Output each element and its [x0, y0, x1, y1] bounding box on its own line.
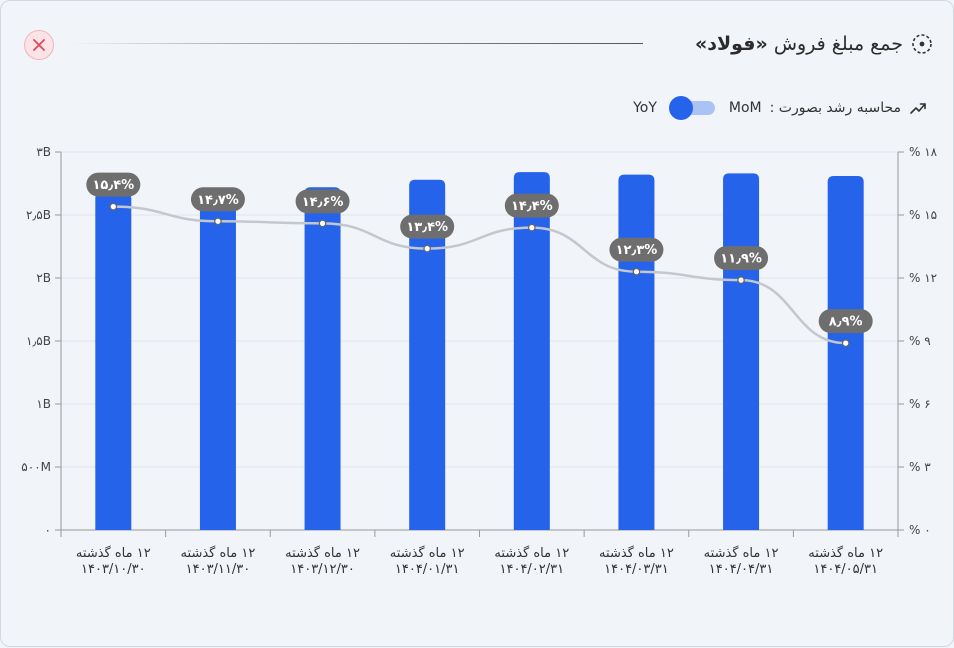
- x-axis-label-date: ۱۴۰۳/۱۲/۳۰: [290, 562, 355, 577]
- growth-mode-label: محاسبه رشد بصورت :: [769, 100, 901, 116]
- left-axis-tick-label: ۲B: [36, 271, 51, 285]
- bar: [199, 189, 236, 531]
- right-axis-tick-label: % ۱۲: [909, 271, 937, 285]
- growth-label: ۸٫۹%: [829, 315, 863, 330]
- trend-up-icon: [910, 103, 926, 114]
- growth-point: [214, 217, 222, 226]
- right-axis-tick-label: % ۹: [909, 334, 931, 348]
- bar: [304, 187, 341, 530]
- growth-label-bg: [818, 309, 873, 334]
- page-title: جمع مبلغ فروش «فولاد»: [695, 33, 903, 55]
- left-axis-tick-label: ۰: [45, 523, 51, 537]
- growth-label: ۱۴٫۶%: [302, 195, 344, 210]
- growth-label: ۱۲٫۳%: [616, 243, 658, 258]
- growth-label-bg: [400, 214, 455, 239]
- growth-label-bg: [609, 237, 664, 262]
- bar: [95, 192, 132, 530]
- x-axis-label-date: ۱۴۰۴/۰۵/۳۱: [813, 562, 878, 577]
- x-axis-label-date: ۱۴۰۴/۰۴/۳۱: [709, 562, 774, 577]
- x-axis-label-period: ۱۲ ماه گذشته: [390, 545, 465, 561]
- right-axis-tick-label: % ۱۵: [909, 208, 937, 222]
- close-icon: [33, 39, 45, 51]
- right-axis-tick-label: % ۶: [909, 397, 931, 411]
- growth-point: [632, 267, 641, 276]
- title-bold: «فولاد»: [694, 33, 768, 55]
- growth-point: [528, 223, 536, 232]
- growth-label: ۱۵٫۴%: [92, 178, 134, 193]
- x-axis-label-period: ۱۲ ماه گذشته: [181, 545, 256, 561]
- chart-target-icon: [912, 34, 932, 54]
- x-axis-label-period: ۱۲ ماه گذشته: [704, 545, 779, 561]
- growth-mode-toggle[interactable]: [668, 96, 715, 120]
- x-axis-label-date: ۱۴۰۴/۰۲/۳۱: [500, 562, 565, 577]
- close-button[interactable]: [24, 30, 54, 60]
- right-axis-tick-label: % ۳: [909, 460, 931, 474]
- x-axis-label-period: ۱۲ ماه گذشته: [285, 545, 360, 561]
- growth-label: ۱۱٫۹%: [720, 252, 762, 267]
- bar: [513, 172, 550, 530]
- growth-label: ۱۳٫۴%: [406, 220, 448, 235]
- title-prefix: جمع مبلغ فروش: [773, 33, 903, 55]
- x-axis-label-period: ۱۲ ماه گذشته: [808, 545, 883, 561]
- x-axis-label-date: ۱۴۰۴/۰۱/۳۱: [395, 562, 460, 577]
- left-axis-tick-label: ۵۰۰M: [21, 460, 51, 474]
- left-axis-tick-label: ۱٫۵B: [26, 334, 51, 348]
- title-divider: [69, 43, 643, 44]
- growth-label-bg: [714, 246, 769, 271]
- growth-label-bg: [190, 187, 245, 212]
- growth-label-bg: [86, 172, 141, 197]
- bar: [723, 173, 760, 531]
- left-axis-tick-label: ۱B: [36, 397, 51, 411]
- bar: [409, 179, 446, 530]
- growth-point: [109, 202, 118, 211]
- left-axis-tick-label: ۲٫۵B: [26, 208, 51, 222]
- growth-label: ۱۴٫۷%: [197, 193, 239, 208]
- growth-label-bg: [504, 193, 559, 218]
- x-axis-label-period: ۱۲ ماه گذشته: [494, 545, 569, 561]
- growth-mode-yoy[interactable]: YoY: [633, 100, 657, 116]
- x-axis-label-date: ۱۴۰۴/۰۳/۳۱: [604, 562, 669, 577]
- growth-mode-control: محاسبه رشد بصورت : MoM YoY: [633, 95, 927, 121]
- growth-point: [841, 339, 850, 347]
- growth-point: [423, 244, 431, 253]
- bar: [827, 175, 864, 530]
- growth-label: ۱۴٫۴%: [511, 199, 553, 214]
- right-axis-tick-label: % ۰: [909, 523, 931, 537]
- x-axis-label-date: ۱۴۰۳/۱۱/۳۰: [186, 562, 251, 577]
- x-axis-label-date: ۱۴۰۳/۱۰/۳۰: [81, 562, 146, 577]
- growth-label-bg: [295, 189, 350, 214]
- bar: [618, 174, 655, 530]
- toggle-knob: [668, 96, 693, 120]
- x-axis-label-period: ۱۲ ماه گذشته: [599, 545, 674, 561]
- growth-point: [737, 276, 745, 284]
- left-axis-tick-label: ۳B: [36, 145, 51, 159]
- growth-mode-mom[interactable]: MoM: [728, 100, 762, 116]
- growth-point: [318, 219, 327, 228]
- x-axis-label-period: ۱۲ ماه گذشته: [76, 545, 151, 561]
- right-axis-tick-label: % ۱۸: [909, 145, 938, 159]
- chart-title: جمع مبلغ فروش «فولاد»: [695, 29, 933, 59]
